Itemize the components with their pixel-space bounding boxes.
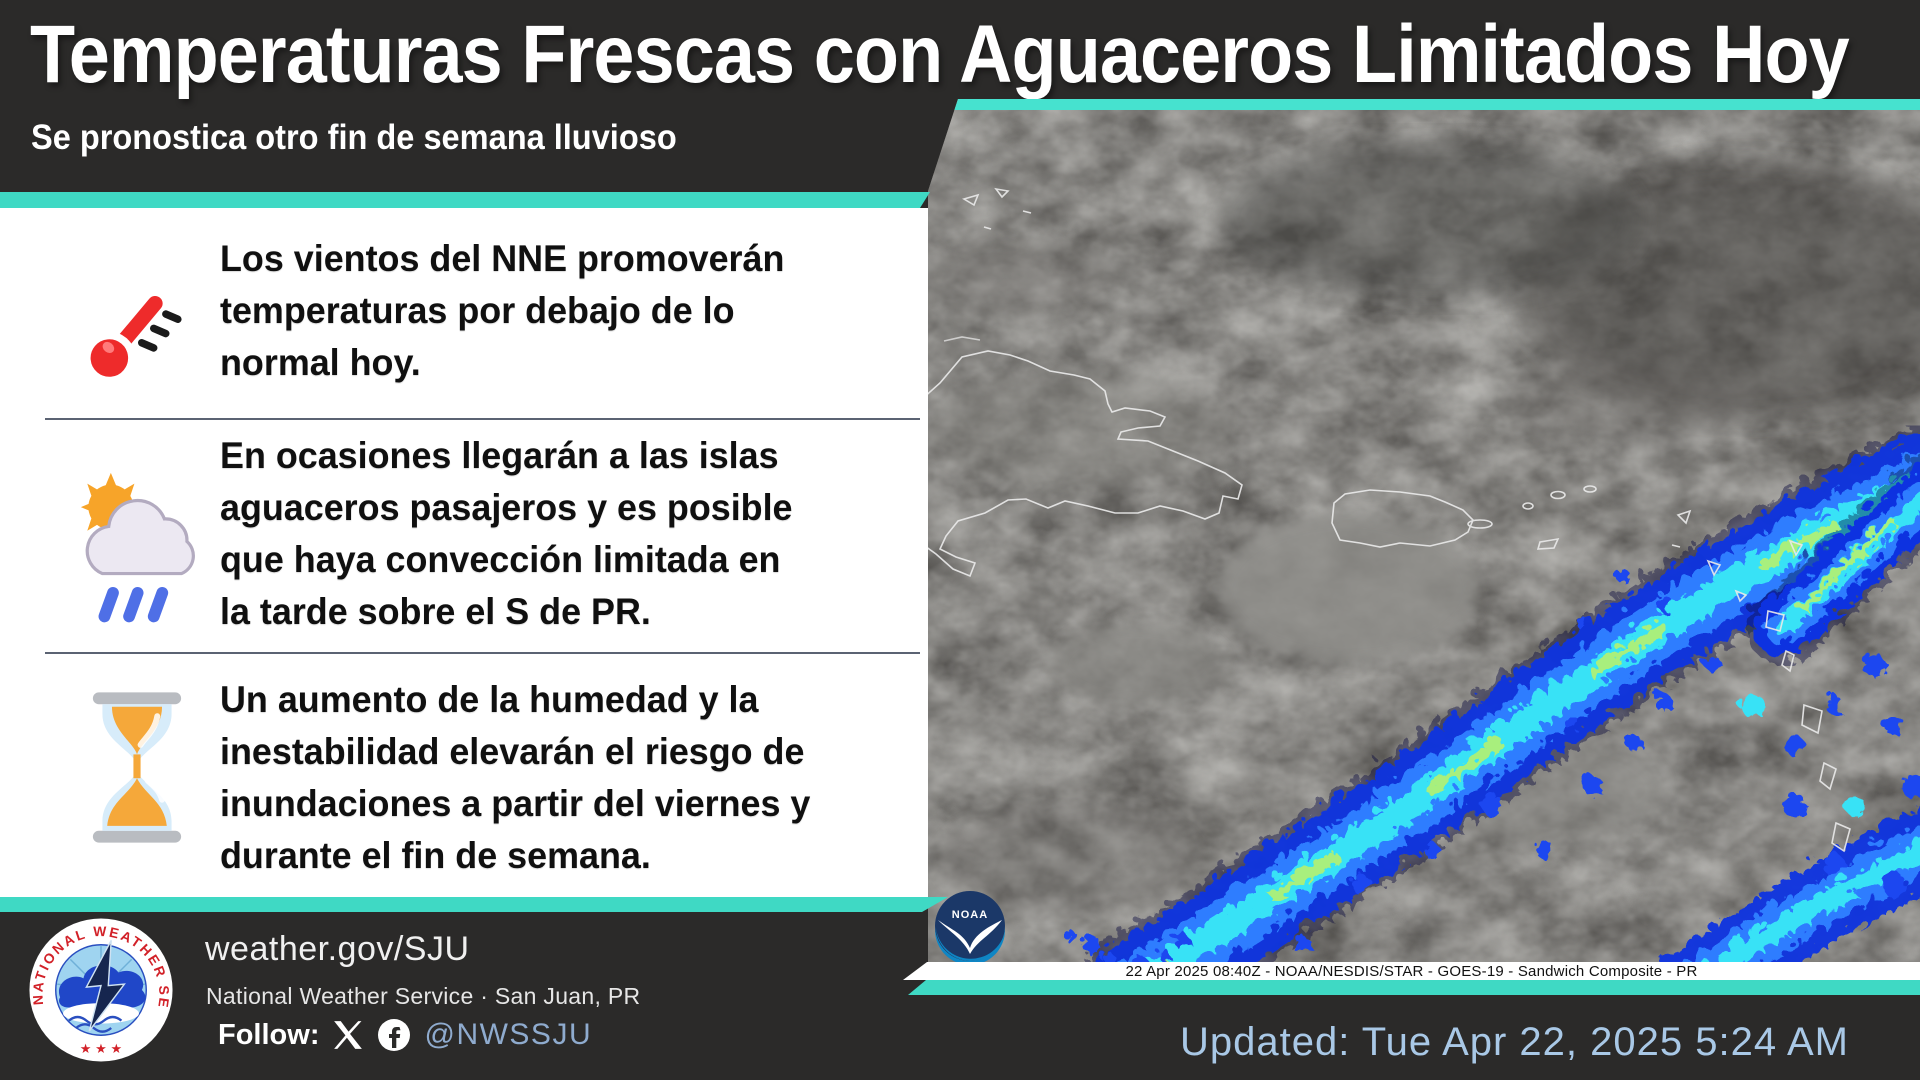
follow-label: Follow: (218, 1018, 320, 1051)
bullet-text: Los vientos del NNE promoverán temperatu… (220, 238, 785, 383)
accent-bar-top (0, 192, 930, 208)
bullet-row-flooding: Un aumento de la humedad y la inestabili… (0, 674, 928, 897)
website-url: weather.gov/SJU (205, 930, 470, 968)
bullet-text: En ocasiones llegarán a las islas aguace… (220, 435, 793, 632)
noaa-logo-label: NOAA (952, 909, 988, 921)
sun-rain-cloud-icon (80, 472, 195, 623)
puerto-rico-outline (1331, 489, 1474, 548)
satellite-image (928, 99, 1920, 962)
precipitation-overlay (1076, 415, 1920, 962)
thermometer-icon (83, 288, 182, 385)
info-panel: Los vientos del NNE promoverán temperatu… (0, 208, 928, 897)
divider (45, 652, 920, 654)
nws-lightning-icon (85, 940, 126, 1032)
satellite-graphic (928, 99, 1920, 962)
updated-timestamp: Updated: Tue Apr 22, 2025 5:24 AM (1179, 1020, 1849, 1064)
page-title: Temperaturas Frescas con Aguaceros Limit… (30, 9, 1850, 100)
noaa-logo: NOAA (935, 891, 1005, 962)
divider (45, 418, 920, 420)
x-twitter-icon (334, 1021, 363, 1049)
nws-logo-stars: ★ ★ ★ (80, 1041, 123, 1056)
follow-row: Follow: @NWSSJU (218, 1018, 592, 1052)
accent-bar-caption (908, 980, 1920, 995)
hourglass-icon (92, 692, 182, 843)
cloud-masses (928, 139, 1920, 914)
satellite-caption-text: 22 Apr 2025 08:40Z - NOAA/NESDIS/STAR - … (1125, 962, 1698, 980)
precipitation-specks (1062, 564, 1920, 962)
accent-bar-bottom (0, 897, 948, 912)
nws-logo: NATIONAL WEATHER SERVICE ★ ★ ★ (28, 917, 173, 1062)
facebook-icon (378, 1019, 411, 1051)
hispaniola-outline (928, 350, 1243, 578)
bullet-text: Un aumento de la humedad y la inestabili… (220, 679, 811, 876)
bullet-row-showers: En ocasiones llegarán a las islas aguace… (0, 430, 928, 650)
subtitle: Se pronostica otro fin de semana lluvios… (31, 118, 677, 157)
coastlines (928, 187, 1851, 853)
social-handle: @NWSSJU (424, 1018, 593, 1051)
satellite-top-accent (928, 99, 1920, 110)
noaa-bird-icon (938, 920, 1002, 954)
bullet-row-temperatures: Los vientos del NNE promoverán temperatu… (0, 233, 928, 418)
org-line: National Weather Service · San Juan, PR (206, 983, 641, 1009)
satellite-caption-bar: 22 Apr 2025 08:40Z - NOAA/NESDIS/STAR - … (903, 962, 1920, 980)
